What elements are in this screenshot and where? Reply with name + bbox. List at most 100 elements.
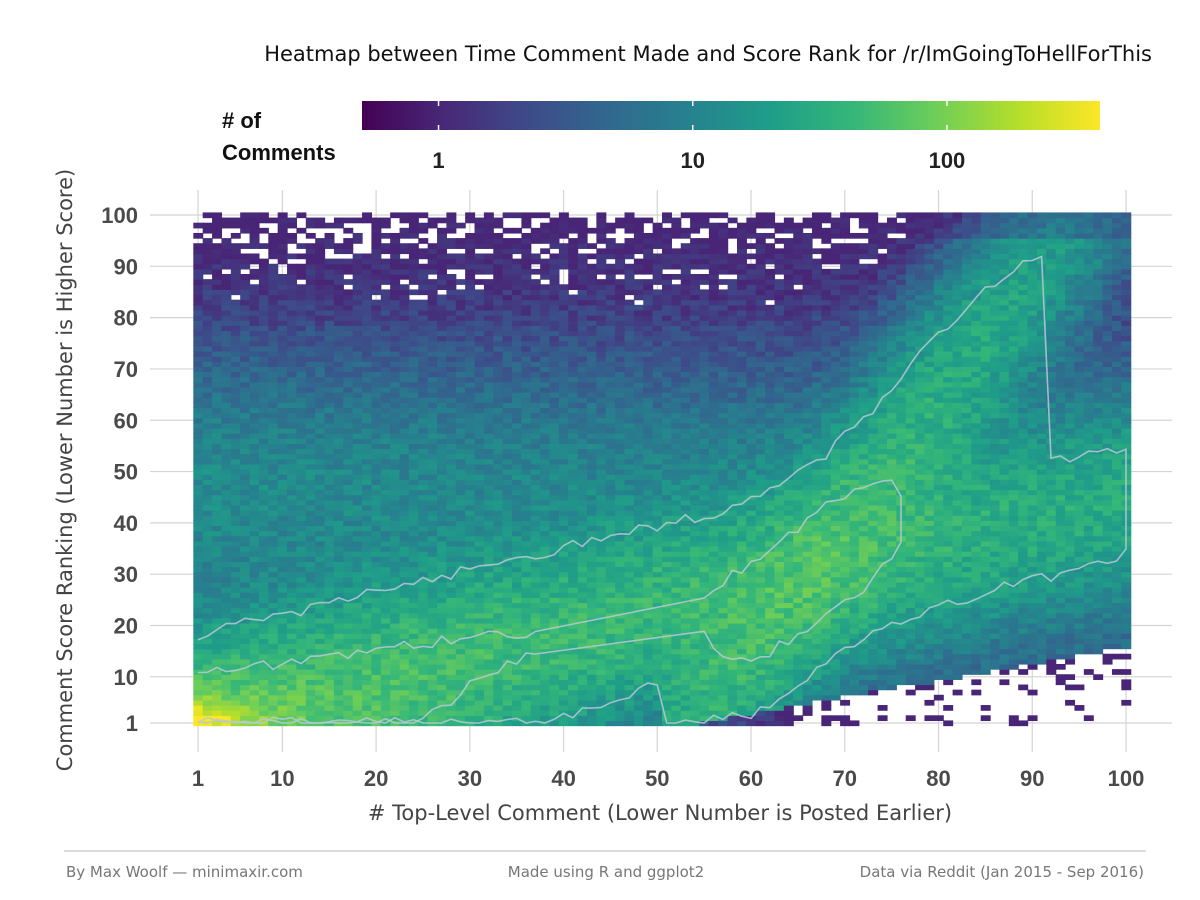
heatmap-cell (315, 238, 326, 244)
heatmap-cell (502, 227, 513, 234)
heatmap-cell (352, 371, 363, 378)
heatmap-cell (446, 376, 457, 383)
heatmap-cell (202, 699, 213, 706)
heatmap-cell (268, 525, 279, 532)
heatmap-cell (502, 356, 513, 362)
heatmap-cell (446, 335, 457, 342)
heatmap-cell (305, 345, 316, 352)
heatmap-cell (287, 612, 298, 619)
heatmap-cell (258, 315, 269, 321)
heatmap-cell (587, 376, 597, 383)
heatmap-cell (512, 427, 522, 434)
heatmap-cell (380, 602, 391, 609)
heatmap-cell (643, 633, 654, 639)
heatmap-cell (465, 684, 476, 691)
heatmap-cell (624, 679, 635, 686)
heatmap-cell (212, 315, 223, 321)
heatmap-cell (502, 330, 513, 337)
heatmap-cell (296, 530, 307, 537)
heatmap-cell (483, 227, 494, 234)
heatmap-cell (371, 458, 382, 465)
heatmap-cell (408, 658, 419, 665)
heatmap-cell (605, 366, 616, 373)
heatmap-cell (502, 510, 513, 516)
heatmap-cell (305, 515, 316, 521)
heatmap-cell (643, 530, 654, 537)
heatmap-cell (455, 453, 466, 460)
heatmap-cell (315, 504, 326, 511)
heatmap-cell (296, 658, 307, 665)
heatmap-cell (324, 489, 335, 496)
heatmap-cell (483, 504, 494, 511)
heatmap-cell (624, 279, 635, 285)
heatmap-cell (643, 525, 654, 532)
heatmap-cell (530, 587, 541, 593)
heatmap-cell (530, 633, 541, 639)
heatmap-cell (605, 402, 616, 409)
heatmap-cell (465, 525, 476, 532)
heatmap-cell (624, 628, 635, 634)
heatmap-cell (502, 294, 513, 301)
heatmap-cell (343, 622, 354, 629)
heatmap-cell (418, 617, 429, 624)
heatmap-cell (193, 397, 204, 403)
heatmap-cell (633, 217, 644, 224)
heatmap-cell (399, 592, 410, 598)
heatmap-cell (362, 366, 373, 373)
heatmap-cell (540, 710, 551, 716)
heatmap-cell (605, 279, 616, 285)
heatmap-cell (549, 607, 560, 614)
heatmap-cell (624, 622, 635, 629)
heatmap-cell (343, 633, 354, 639)
heatmap-cell (427, 335, 438, 342)
heatmap-cell (427, 679, 438, 686)
heatmap-cell (296, 510, 307, 516)
heatmap-cell (493, 325, 504, 332)
heatmap-cell (483, 592, 494, 598)
heatmap-cell (230, 694, 241, 701)
heatmap-cell (240, 581, 251, 588)
heatmap-cell (624, 386, 635, 393)
heatmap-cell (343, 571, 354, 578)
heatmap-cell (502, 525, 513, 532)
heatmap-cell (427, 299, 438, 306)
heatmap-cell (652, 648, 663, 655)
heatmap-cell (549, 566, 560, 573)
heatmap-cell (287, 325, 298, 332)
heatmap-cell (483, 299, 494, 306)
heatmap-cell (483, 335, 494, 342)
heatmap-cell (230, 633, 241, 639)
heatmap-cell (615, 463, 626, 470)
heatmap-cell (633, 325, 644, 332)
heatmap-cell (277, 407, 288, 414)
heatmap-cell (493, 638, 504, 645)
heatmap-cell (474, 443, 485, 450)
heatmap-cell (296, 520, 307, 527)
heatmap-cell (315, 658, 326, 665)
heatmap-cell (558, 407, 569, 414)
heatmap-cell (512, 469, 522, 475)
heatmap-cell (605, 494, 616, 501)
heatmap-cell (446, 474, 457, 480)
heatmap-cell (343, 381, 354, 388)
heatmap-cell (296, 617, 307, 624)
heatmap-cell (540, 535, 551, 542)
heatmap-cell (502, 674, 513, 680)
heatmap-cell (455, 648, 466, 655)
heatmap-cell (212, 684, 223, 691)
heatmap-cell (399, 622, 410, 629)
heatmap-cell (408, 232, 419, 239)
heatmap-cell (287, 217, 298, 224)
heatmap-cell (258, 622, 269, 629)
heatmap-cell (221, 469, 232, 475)
heatmap-cell (587, 556, 597, 562)
heatmap-cell (287, 438, 298, 444)
heatmap-cell (633, 566, 644, 573)
heatmap-cell (652, 561, 663, 568)
heatmap-cell (362, 530, 373, 537)
heatmap-cell (624, 705, 635, 711)
heatmap-cell (352, 658, 363, 665)
heatmap-cell (596, 638, 607, 645)
heatmap-cell (343, 361, 354, 367)
heatmap-cell (390, 669, 401, 675)
